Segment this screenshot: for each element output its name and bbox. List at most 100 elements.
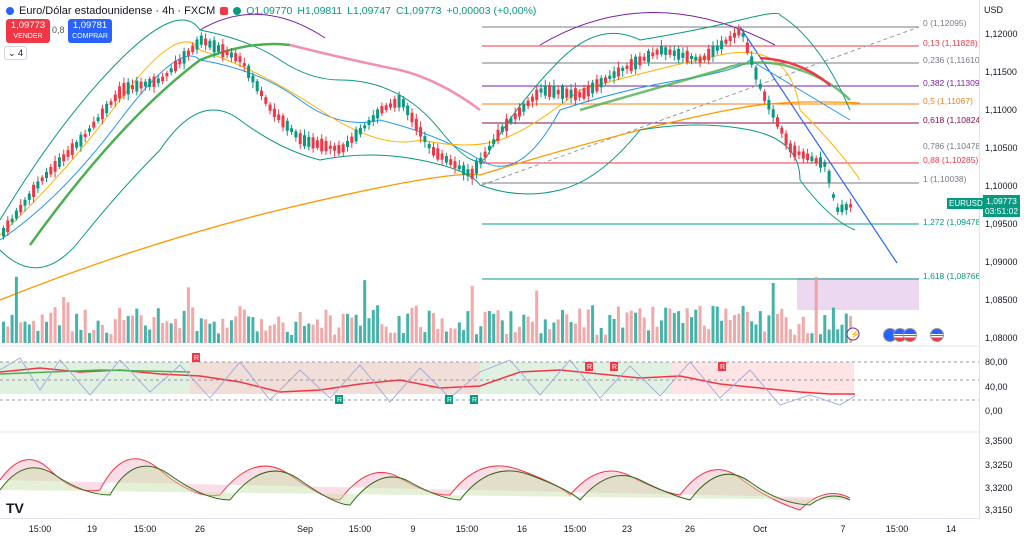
candle-body [66, 150, 70, 157]
candle-body [500, 126, 504, 132]
volume-bar [268, 325, 272, 343]
volume-bar [754, 324, 758, 343]
volume-bar [543, 319, 547, 343]
candle-body [156, 78, 160, 84]
volume-bar [45, 321, 48, 343]
fib-label: 0,236 (1,11610) [923, 55, 983, 65]
candle-body [96, 117, 100, 122]
volume-bar [797, 323, 801, 343]
candle-body [320, 138, 324, 152]
us-event-flag-icon-3[interactable] [930, 328, 944, 342]
volume-bar [182, 310, 186, 343]
ma-trend-colored-4 [759, 56, 831, 86]
time-tick: 15:00 [563, 524, 587, 534]
candle-body [436, 148, 440, 160]
candle-body [40, 177, 44, 182]
volume-bar [212, 321, 216, 343]
volume-bar [380, 324, 384, 343]
volume-bar [217, 333, 220, 343]
candle-body [814, 158, 818, 163]
oscillator-wave [0, 458, 851, 511]
candle-body [268, 104, 272, 111]
price-tick: 1,10500 [985, 143, 1018, 153]
candle-body [741, 32, 745, 37]
candle-body [260, 90, 263, 97]
volume-bar [733, 315, 736, 343]
ma-trend-colored [28, 42, 291, 246]
buy-button[interactable]: 1,09781 COMPRAR [68, 19, 112, 43]
volume-bar [758, 311, 762, 343]
volume-bar [672, 313, 676, 343]
fib-label: 0,88 (1,10285) [923, 155, 979, 165]
candle-body [161, 76, 165, 82]
candle-body [462, 165, 466, 175]
sell-price: 1,09773 [10, 20, 46, 31]
candle-body [131, 85, 134, 90]
volume-bar [23, 321, 27, 343]
candle-body [788, 143, 792, 153]
current-price: 1,09773 [986, 196, 1017, 206]
volume-bar [715, 306, 719, 343]
rsi-tick: 40,00 [985, 382, 1008, 392]
candle-body [135, 80, 139, 92]
symbol-title[interactable]: Euro/Dólar estadounidense · 4h · FXCM [19, 5, 216, 17]
volume-bar [79, 329, 83, 343]
volume-bar [234, 316, 238, 343]
candle-body [776, 117, 779, 127]
price-chart[interactable]: ⚡ R R R R R R R [0, 0, 980, 518]
volume-bar [397, 316, 401, 343]
volume-bar [260, 319, 263, 343]
volume-bar [290, 334, 294, 343]
sell-button[interactable]: 1,09773 VENDER [6, 19, 50, 43]
volume-bar [608, 314, 612, 343]
candle-body [449, 159, 453, 165]
volume-bar [539, 333, 543, 343]
candle-body [724, 39, 728, 44]
candle-body [647, 50, 650, 63]
volume-bar [690, 317, 693, 343]
indicators-toggle[interactable]: ⌄ 4 [4, 46, 28, 60]
volume-bar [62, 296, 66, 343]
spread-value: 0,8 [52, 25, 65, 35]
volume-bar [836, 329, 840, 343]
volume-bar [702, 325, 706, 343]
candle-body [264, 97, 268, 104]
volume-bar [737, 313, 741, 343]
price-axis[interactable]: USD [979, 0, 1024, 518]
candle-body [801, 151, 805, 159]
candle-body [582, 88, 586, 99]
volume-bar [827, 329, 831, 343]
candle-body [272, 108, 276, 117]
market-closed-icon [220, 7, 229, 15]
osc-tick: 3,3500 [985, 436, 1013, 446]
volume-bar [616, 306, 620, 343]
candle-body [625, 65, 629, 69]
svg-text:⚡: ⚡ [850, 329, 860, 339]
candlesticks [2, 24, 853, 240]
volume-bar [625, 312, 629, 343]
candle-body [350, 136, 354, 143]
volume-bar [238, 306, 242, 343]
candle-body [591, 82, 595, 94]
candle-body [148, 78, 152, 88]
volume-bar [277, 316, 281, 343]
us-event-flag-icon-2[interactable] [903, 328, 917, 342]
volume-bar [242, 309, 246, 343]
candle-body [556, 89, 560, 95]
volume-bar [131, 315, 134, 343]
time-tick: 15:00 [885, 524, 909, 534]
price-tick: 1,09000 [985, 257, 1018, 267]
time-axis[interactable] [0, 518, 980, 539]
volume-bar [487, 311, 491, 343]
fib-label: 0,13 (1,11828) [923, 38, 978, 48]
candle-body [208, 40, 212, 48]
lightning-event-icon[interactable] [846, 327, 860, 341]
volume-bar [255, 331, 259, 343]
candle-body [823, 161, 827, 167]
volume-bar [685, 308, 689, 343]
candle-body [92, 121, 96, 128]
candle-body [634, 56, 638, 70]
volume-bar [548, 329, 552, 343]
candle-body [561, 86, 564, 99]
ohlc-close: C1,09773 [395, 5, 442, 17]
